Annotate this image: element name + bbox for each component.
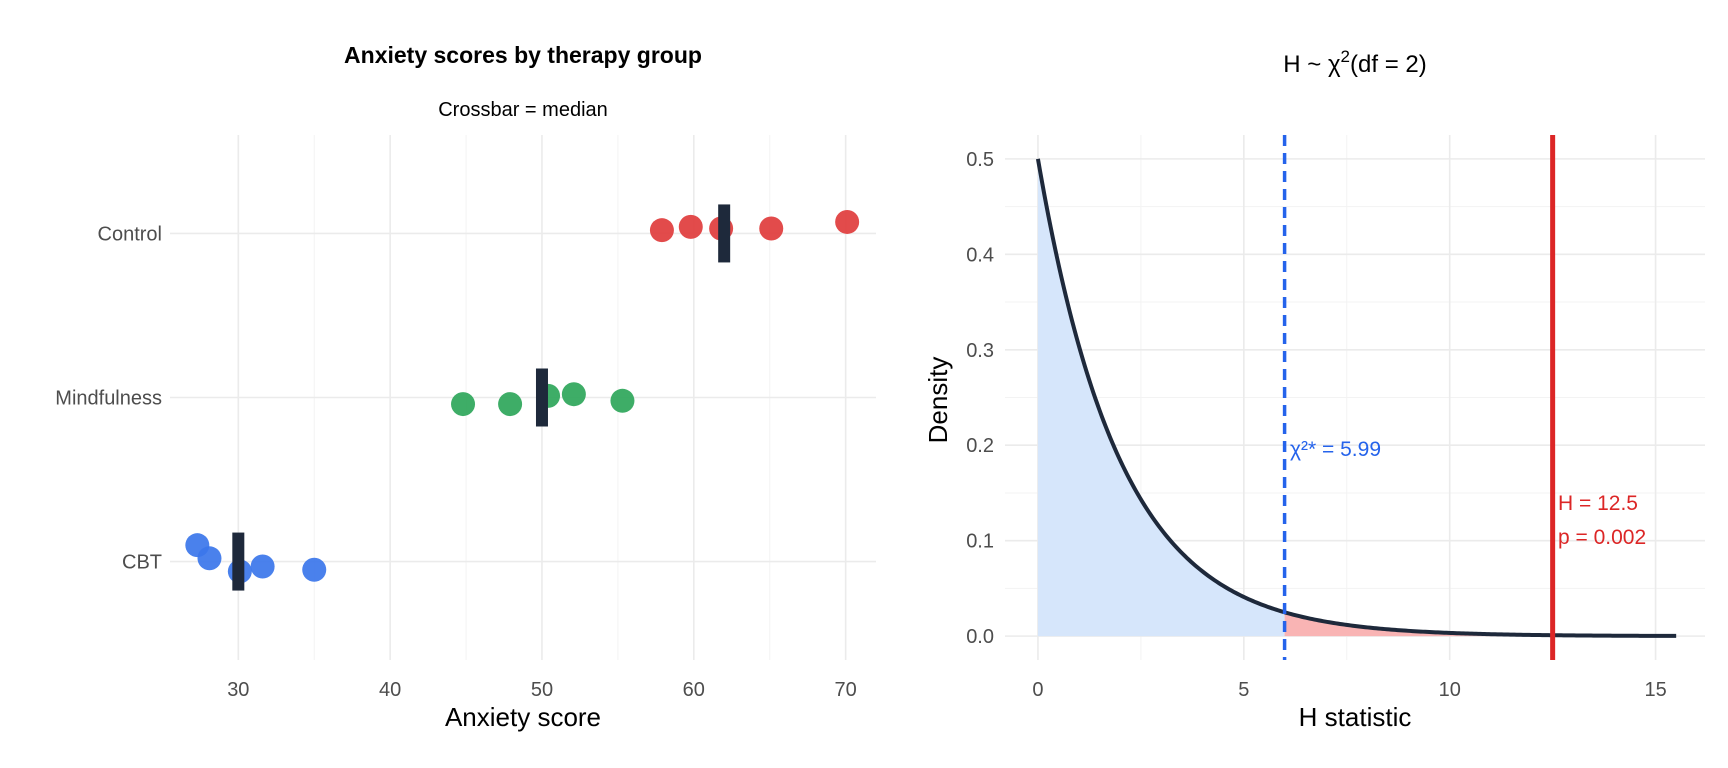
right-y-tick-label: 0.5 xyxy=(966,149,994,171)
left-y-tick-label: Control xyxy=(98,223,162,245)
acceptance-region-area xyxy=(1037,158,1285,637)
left-x-tick-label: 50 xyxy=(531,679,553,701)
left-x-tick-labels: 30 40 50 60 70 xyxy=(227,679,857,701)
left-x-axis-label: Anxiety score xyxy=(445,702,601,732)
left-chart: Anxiety scores by therapy group Crossbar… xyxy=(55,42,876,732)
data-point xyxy=(302,557,327,582)
median-crossbar xyxy=(718,204,731,263)
data-point xyxy=(678,214,703,239)
median-crossbar xyxy=(535,368,548,427)
right-title-main: H ~ χ xyxy=(1283,51,1341,78)
right-x-axis-label: H statistic xyxy=(1299,702,1412,732)
right-chart-title: H ~ χ2(df = 2) xyxy=(1283,47,1426,78)
left-chart-subtitle: Crossbar = median xyxy=(438,99,608,121)
right-y-tick-label: 0.4 xyxy=(966,244,994,266)
right-y-tick-label: 0.0 xyxy=(966,626,994,648)
right-chart: H ~ χ2(df = 2) 0.0 0.1 0.2 0.3 0.4 0.5 0 5 10 15… xyxy=(923,47,1705,732)
data-point xyxy=(498,392,523,417)
right-x-tick-labels: 0 5 10 15 xyxy=(1032,679,1666,701)
left-grid xyxy=(170,135,876,660)
left-x-tick-label: 30 xyxy=(227,679,249,701)
left-chart-title: Anxiety scores by therapy group xyxy=(344,42,702,68)
right-x-tick-label: 10 xyxy=(1439,679,1461,701)
left-y-tick-label: CBT xyxy=(122,552,162,574)
right-title-rest: (df = 2) xyxy=(1350,51,1427,78)
left-y-tick-label: Mindfulness xyxy=(55,388,162,410)
p-value-label: p = 0.002 xyxy=(1558,526,1646,549)
right-y-tick-label: 0.2 xyxy=(966,435,994,457)
right-y-tick-label: 0.1 xyxy=(966,531,994,553)
data-point xyxy=(561,382,586,407)
data-point xyxy=(759,216,784,241)
left-x-tick-label: 60 xyxy=(683,679,705,701)
data-point xyxy=(649,218,674,243)
right-y-tick-label: 0.3 xyxy=(966,340,994,362)
right-title-superscript: 2 xyxy=(1341,47,1350,66)
data-point xyxy=(250,554,275,579)
data-point xyxy=(610,388,635,413)
right-x-tick-label: 5 xyxy=(1238,679,1249,701)
median-crossbar xyxy=(232,532,245,591)
data-point xyxy=(835,209,860,234)
left-marks xyxy=(185,204,860,591)
data-point xyxy=(451,392,476,417)
critical-value-label: χ²* = 5.99 xyxy=(1290,438,1381,461)
right-marks xyxy=(1035,135,1677,660)
right-x-tick-label: 15 xyxy=(1644,679,1666,701)
left-x-tick-label: 70 xyxy=(835,679,857,701)
right-x-tick-label: 0 xyxy=(1032,679,1043,701)
observed-h-label: H = 12.5 xyxy=(1558,492,1638,515)
left-x-tick-label: 40 xyxy=(379,679,401,701)
left-y-tick-labels: CBT Mindfulness Control xyxy=(55,223,162,573)
right-y-tick-labels: 0.0 0.1 0.2 0.3 0.4 0.5 xyxy=(966,149,994,648)
right-y-axis-label: Density xyxy=(923,357,953,444)
data-point xyxy=(197,546,222,571)
density-curve xyxy=(1035,158,1677,638)
